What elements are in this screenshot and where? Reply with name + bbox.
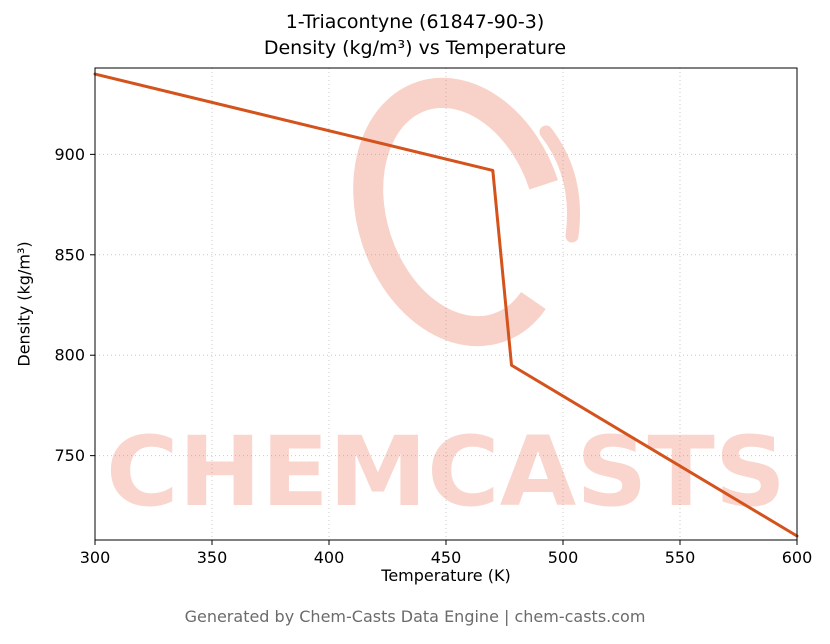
y-tick-label: 750 (54, 446, 85, 465)
y-tick-label: 850 (54, 245, 85, 264)
y-tick-label: 900 (54, 145, 85, 164)
watermark: CHEMCASTS (106, 77, 786, 528)
footer-attribution: Generated by Chem-Casts Data Engine | ch… (184, 607, 646, 626)
x-tick-label: 300 (80, 548, 111, 567)
x-tick-label: 450 (431, 548, 462, 567)
x-axis-label: Temperature (K) (381, 566, 511, 585)
watermark-logo-icon (353, 77, 567, 347)
x-tick-label: 600 (782, 548, 813, 567)
y-axis-label: Density (kg/m³) (14, 241, 34, 367)
plot-area: CHEMCASTS 300 350 400 450 500 550 600 750 800 850… (54, 67, 813, 567)
data-series-group (93, 72, 799, 538)
x-tick-label: 500 (548, 548, 579, 567)
chart-title-line2: Density (kg/m³) vs Temperature (263, 37, 567, 59)
density-series-line (93, 72, 799, 538)
watermark-text: CHEMCASTS (106, 416, 786, 528)
x-tick-label: 400 (314, 548, 345, 567)
chart-title-line1: 1-Triacontyne (61847-90-3) (285, 11, 545, 33)
y-tick-label: 800 (54, 346, 85, 365)
watermark-logo-accent-icon (539, 125, 581, 243)
x-tick-label: 350 (197, 548, 228, 567)
axes: 300 350 400 450 500 550 600 750 800 850 900 (54, 67, 813, 567)
x-tick-label: 550 (665, 548, 696, 567)
